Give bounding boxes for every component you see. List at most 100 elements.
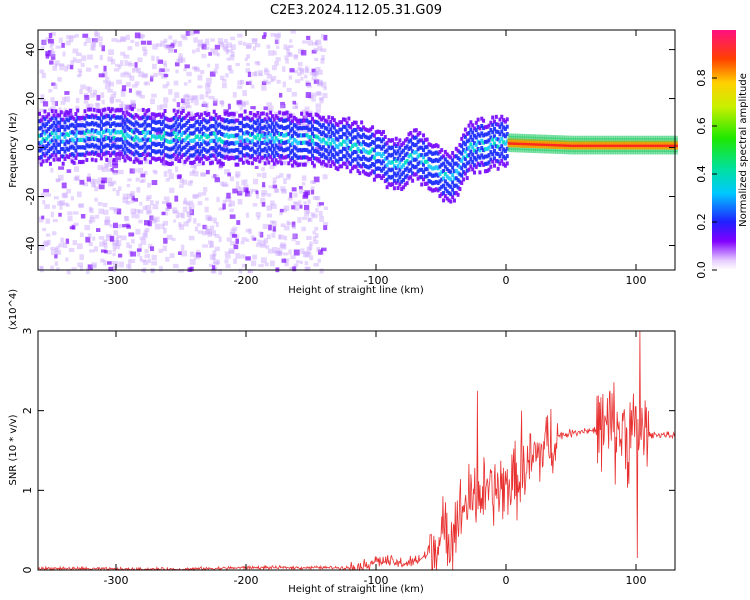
heatmap-cell (358, 149, 362, 154)
heatmap-cell (629, 138, 633, 143)
heatmap-cell (554, 149, 558, 154)
heatmap-cell (131, 101, 136, 108)
heatmap-cell (123, 114, 127, 119)
heatmap-cell (238, 128, 242, 133)
heatmap-cell (258, 129, 262, 134)
heatmap-cell (313, 79, 319, 84)
heatmap-cell (527, 148, 531, 153)
heatmap-cell (79, 133, 85, 140)
heatmap-cell (179, 154, 183, 159)
heatmap-cell (67, 118, 71, 123)
heatmap-cell (391, 167, 395, 172)
heatmap-cell (431, 166, 435, 171)
heatmap-cell (125, 223, 130, 228)
heatmap-cell (210, 116, 214, 121)
heatmap-cell (212, 124, 216, 129)
heatmap-cell (203, 125, 207, 130)
heatmap-cell (252, 203, 258, 207)
heatmap-cell (210, 153, 214, 158)
heatmap-cell (500, 122, 504, 127)
heatmap-cell (40, 119, 47, 126)
heatmap-cell (349, 132, 353, 137)
heatmap-cell (139, 160, 143, 165)
heatmap-cell (188, 203, 195, 210)
heatmap-cell (198, 115, 202, 120)
heatmap-cell (533, 149, 537, 154)
heatmap-cell (576, 148, 580, 152)
heatmap-cell (116, 137, 120, 142)
heatmap-cell (56, 135, 60, 140)
heatmap-cell (141, 152, 145, 157)
heatmap-cell (489, 157, 493, 162)
heatmap-cell (367, 136, 371, 141)
heatmap-cell (201, 103, 208, 107)
heatmap-cell (387, 152, 391, 157)
heatmap-cell (269, 154, 273, 159)
heatmap-cell (300, 155, 304, 160)
heatmap-cell (143, 73, 149, 78)
heatmap-cell (38, 148, 41, 153)
heatmap-cell (283, 208, 288, 213)
heatmap-cell (70, 159, 74, 164)
heatmap-cell (235, 253, 240, 259)
heatmap-cell (285, 46, 290, 51)
heatmap-cell (85, 139, 91, 146)
heatmap-cell (534, 139, 538, 144)
heatmap-cell (256, 147, 260, 152)
heatmap-cell (371, 162, 375, 167)
heatmap-cell (232, 112, 236, 117)
heatmap-cell (304, 210, 310, 217)
heatmap-cell (299, 189, 304, 194)
heatmap-cell (276, 175, 280, 179)
heatmap-cell (41, 215, 45, 220)
heatmap-cell (260, 119, 264, 124)
heatmap-cell (580, 145, 584, 150)
heatmap-cell (241, 160, 245, 165)
heatmap-cell (172, 123, 176, 128)
heatmap-cell (213, 261, 219, 266)
heatmap-cell (285, 125, 289, 130)
heatmap-cell (547, 149, 551, 154)
heatmap-cell (301, 125, 305, 130)
heatmap-cell (304, 67, 310, 74)
heatmap-cell (476, 124, 480, 129)
heatmap-cell (558, 142, 562, 147)
heatmap-cell (622, 145, 626, 150)
heatmap-cell (482, 155, 486, 160)
heatmap-cell (340, 142, 344, 147)
heatmap-cell (445, 159, 449, 164)
heatmap-cell (152, 63, 157, 70)
heatmap-cell (149, 160, 153, 165)
heatmap-cell (142, 232, 148, 239)
heatmap-cell (431, 144, 435, 149)
heatmap-cell (394, 166, 398, 171)
heatmap-cell (482, 126, 486, 131)
heatmap-cell (98, 208, 104, 215)
heatmap-cell (158, 134, 162, 139)
heatmap-cell (252, 188, 258, 193)
heatmap-cell (412, 143, 416, 148)
heatmap-cell (230, 119, 234, 124)
heatmap-cell (223, 148, 227, 153)
heatmap-cell (181, 131, 185, 136)
heatmap-cell (531, 141, 535, 146)
heatmap-cell (194, 113, 198, 118)
heatmap-cell (411, 156, 415, 161)
heatmap-cell (115, 237, 119, 241)
heatmap-cell (85, 128, 89, 133)
heatmap-cell (188, 30, 195, 36)
heatmap-cell (226, 192, 231, 199)
heatmap-cell (656, 135, 660, 140)
heatmap-cell (43, 138, 47, 143)
heatmap-cell (449, 162, 453, 167)
heatmap-cell (203, 147, 207, 152)
heatmap-cell (580, 150, 584, 155)
heatmap-cell (58, 212, 62, 217)
heatmap-cell (285, 59, 289, 64)
heatmap-cell (315, 146, 320, 152)
heatmap-cell (391, 182, 395, 187)
heatmap-cell (139, 236, 146, 241)
heatmap-cell (605, 143, 609, 148)
heatmap-cell (104, 153, 109, 160)
heatmap-cell (152, 156, 156, 161)
